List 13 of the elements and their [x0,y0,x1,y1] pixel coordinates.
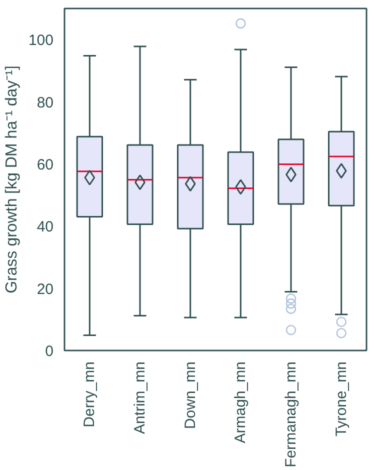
y-tick-label: 40 [36,218,54,236]
y-tick-label: 100 [28,32,54,50]
y-tick-label: 80 [36,94,54,112]
y-tick-label: 60 [36,156,54,174]
x-tick-label: Fermanagh_mn [282,361,300,468]
y-axis-title: Grass growth [kg DM ha⁻¹ day⁻¹] [3,66,20,294]
x-tick-label: Armagh_mn [232,362,250,444]
y-tick-label: 0 [45,343,54,360]
x-tick-label: Derry_mn [81,361,98,428]
y-tick-label: 20 [36,280,54,298]
x-tick-label: Down_mn [182,362,199,430]
x-tick-label: Antrim_mn [132,361,148,434]
x-tick-label: Tyrone_mn [332,361,350,437]
